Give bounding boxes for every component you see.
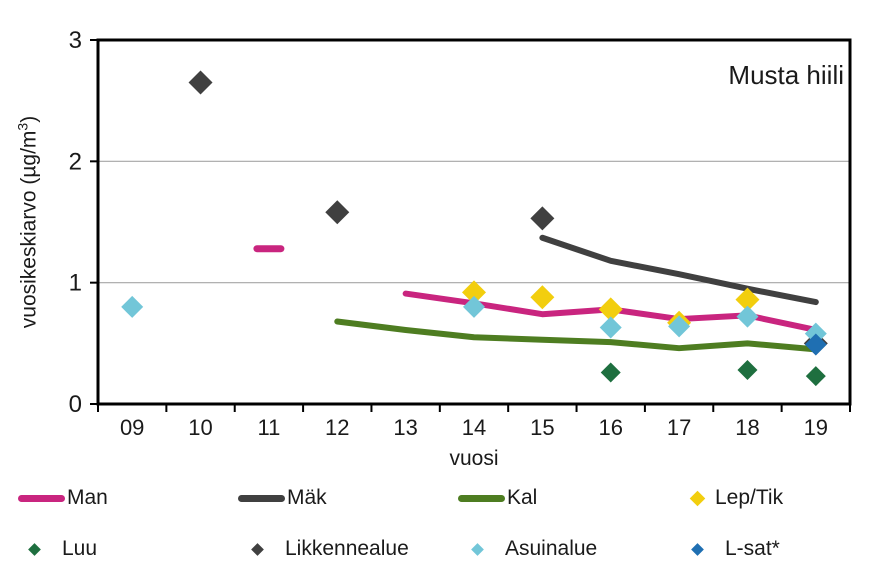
x-tick-label: 12 <box>325 415 349 440</box>
L-sat*-diamond <box>804 333 827 356</box>
man-line-marker <box>18 494 65 502</box>
legend-label-man: Man <box>67 486 108 509</box>
x-tick-label: 11 <box>257 415 280 440</box>
legend-label-mak: Mäk <box>287 486 327 509</box>
Lep/Tik-diamond <box>598 297 623 322</box>
Kal-line <box>334 318 819 353</box>
x-tick-label: 10 <box>188 415 212 440</box>
Likkennealue-diamond <box>188 70 213 95</box>
Luu-diamond <box>737 360 758 381</box>
Asuinalue-diamond <box>599 316 622 339</box>
legend-label-likkennealue: Likkennealue <box>285 537 409 560</box>
legend-label-luu: Luu <box>62 537 98 560</box>
x-tick-label: 14 <box>462 415 486 440</box>
Luu-diamond <box>805 366 826 387</box>
Likkennealue-diamond <box>530 206 555 231</box>
y-tick-label: 2 <box>69 148 82 175</box>
legend-label-l-sat: L-sat* <box>725 537 780 560</box>
Lep/Tik-diamond <box>735 287 760 312</box>
x-tick-label: 17 <box>667 415 691 440</box>
legend-item-likkennealue: Likkennealue <box>240 537 409 561</box>
plot-border <box>96 38 852 406</box>
Luu-diamond <box>600 362 621 383</box>
x-tick-label: 13 <box>393 415 417 440</box>
Likkennealue-diamond <box>325 200 350 225</box>
legend-item-l-sat: L-sat* <box>680 537 780 561</box>
legend-label-asuinalue: Asuinalue <box>505 537 598 560</box>
Asuinalue-diamond <box>668 315 691 338</box>
legend-item-man: Man <box>18 486 108 510</box>
y-tick-label: 3 <box>69 27 82 54</box>
legend-item-asuinalue: Asuinalue <box>460 537 597 561</box>
legend-item-kal: Kal <box>458 486 537 510</box>
Asuinalue-diamond <box>463 295 485 318</box>
legend-label-lep-tik: Lep/Tik <box>715 486 784 509</box>
lep-tik-diamond-marker <box>689 490 706 506</box>
x-tick-label: 16 <box>598 415 622 440</box>
y-axis-title-superscript: 3 <box>14 122 31 131</box>
x-tick-label: 18 <box>735 415 759 440</box>
likkennealue-diamond-marker <box>251 542 264 556</box>
mak-line-marker <box>238 494 285 502</box>
luu-diamond-marker <box>28 542 41 556</box>
y-axis-title: vuosikeskiarvo (µg/m3) <box>15 116 42 328</box>
y-axis-title-text: vuosikeskiarvo (µg/m <box>17 130 41 329</box>
y-tick-label: 1 <box>69 270 82 297</box>
legend-item-mak: Mäk <box>238 486 327 510</box>
l-sat-diamond-marker <box>691 542 704 556</box>
chart-title: Musta hiili <box>728 60 844 90</box>
Asuinalue-diamond <box>121 295 144 318</box>
x-tick-label: 19 <box>804 415 828 440</box>
y-tick-label: 0 <box>69 391 82 418</box>
x-axis-title: vuosi <box>449 447 499 470</box>
legend-label-kal: Kal <box>507 486 538 509</box>
legend-item-lep-tik: Lep/Tik <box>680 486 783 510</box>
Lep/Tik-diamond <box>462 280 486 305</box>
x-tick-label: 15 <box>530 415 554 440</box>
kal-line-marker <box>458 494 505 502</box>
y-axis-title-close: ) <box>17 115 41 123</box>
Lep/Tik-diamond <box>530 285 555 310</box>
Mäk-line <box>539 234 819 306</box>
legend-item-luu: Luu <box>17 537 97 561</box>
x-tick-label: 09 <box>120 415 144 440</box>
asuinalue-diamond-marker <box>471 542 484 556</box>
Asuinalue-diamond <box>736 305 759 328</box>
